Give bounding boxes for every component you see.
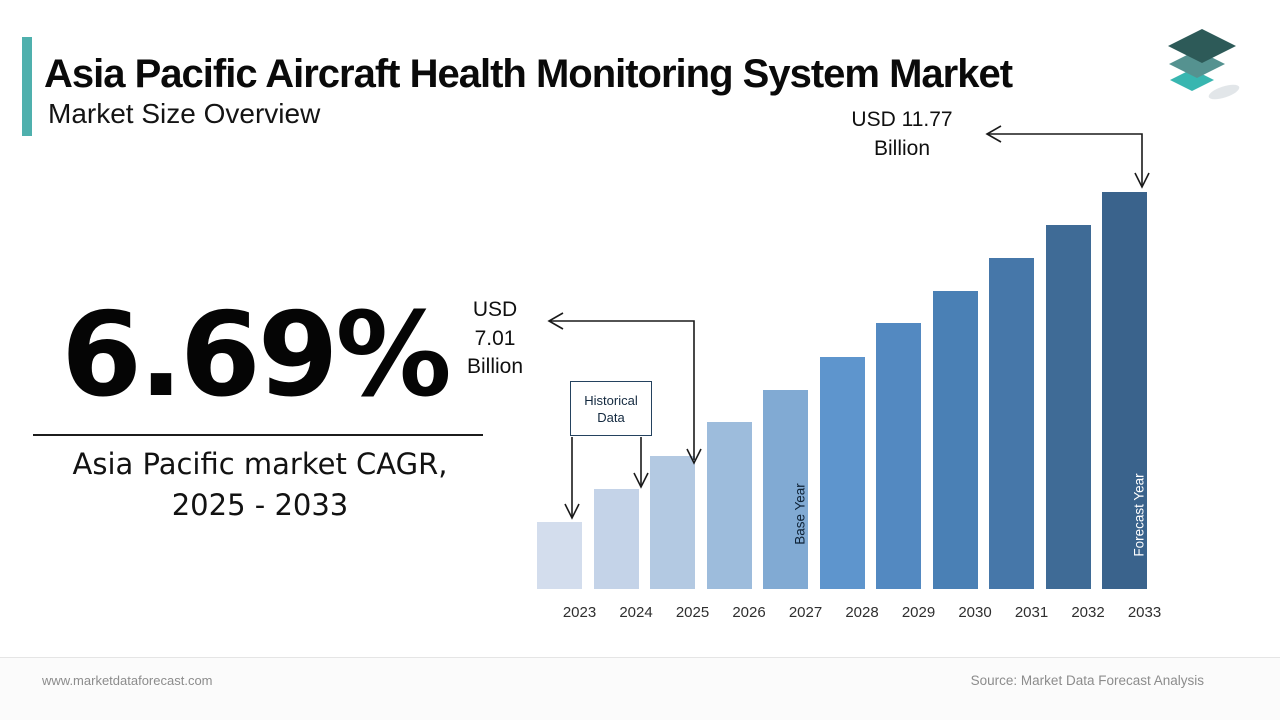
historical-data-box: Historical Data (570, 381, 652, 436)
bar-2032 (1045, 225, 1091, 589)
x-axis-label-2029: 2029 (901, 604, 936, 621)
cagr-caption-line2: 2025 - 2033 (171, 488, 349, 522)
bar-2023 (537, 522, 582, 589)
bar-2026 (706, 422, 752, 589)
x-axis-label-2025: 2025 (675, 604, 710, 621)
x-axis-label-2033: 2033 (1127, 604, 1162, 621)
bar-2030 (932, 291, 978, 589)
cagr-caption-line1: Asia Pacific market CAGR, (72, 447, 448, 481)
page-title: Asia Pacific Aircraft Health Monitoring … (44, 52, 1013, 96)
bar-2033 (1102, 192, 1147, 589)
x-axis-label-2030: 2030 (958, 604, 992, 621)
forecast-year-label: Forecast Year (1131, 473, 1147, 557)
annotation-2025-line2: 7.01 (474, 326, 516, 350)
arrow-2033-line (987, 133, 1143, 186)
historical-data-line1: Historical (584, 392, 638, 408)
cagr-caption: Asia Pacific market CAGR, 2025 - 2033 (10, 444, 510, 526)
x-axis-label-2032: 2032 (1071, 604, 1105, 621)
footer: www.marketdataforecast.com Source: Marke… (0, 657, 1280, 720)
bar-2031 (989, 258, 1034, 589)
x-axis-label-2031: 2031 (1014, 604, 1049, 621)
annotation-2033-value: USD 11.77 Billion (822, 105, 982, 163)
base-year-label: Base Year (792, 483, 808, 545)
historical-arrow-2024-head (633, 472, 649, 489)
x-axis-label-2026: 2026 (732, 604, 766, 621)
footer-source: Source: Market Data Forecast Analysis (970, 673, 1204, 688)
bar-2025 (650, 456, 695, 589)
page-subtitle: Market Size Overview (48, 98, 321, 129)
arrow-2033-head-down (1134, 172, 1150, 189)
historical-data-line2: Data (597, 409, 625, 425)
x-axis-label-2028: 2028 (845, 604, 879, 621)
bar-2024 (593, 489, 639, 589)
annotation-2025-line1: USD (472, 298, 518, 321)
x-axis-label-2023: 2023 (562, 604, 597, 621)
annotation-2025-line3: Billion (466, 355, 524, 378)
historical-arrow-2023-head (564, 503, 580, 520)
bar-2029 (876, 323, 921, 589)
cagr-divider (33, 434, 483, 436)
company-logo-icon (1168, 29, 1240, 100)
annotation-2033-line2: Billion (873, 137, 931, 160)
annotation-2033-line1: USD 11.77 (851, 108, 953, 131)
arrow-2025-head-left (547, 312, 564, 330)
x-axis-label-2024: 2024 (619, 604, 653, 621)
bar-2028 (819, 357, 865, 589)
annotation-2025-value: USD 7.01 Billion (455, 296, 535, 382)
title-accent-bar (22, 37, 32, 136)
logo-layer-top (1168, 29, 1236, 63)
arrow-2033-head-left (985, 125, 1002, 143)
footer-website: www.marketdataforecast.com (42, 673, 213, 688)
cagr-value: 6.69% (61, 288, 451, 423)
bar-2027 (763, 390, 808, 589)
x-axis-label-2027: 2027 (788, 604, 823, 621)
